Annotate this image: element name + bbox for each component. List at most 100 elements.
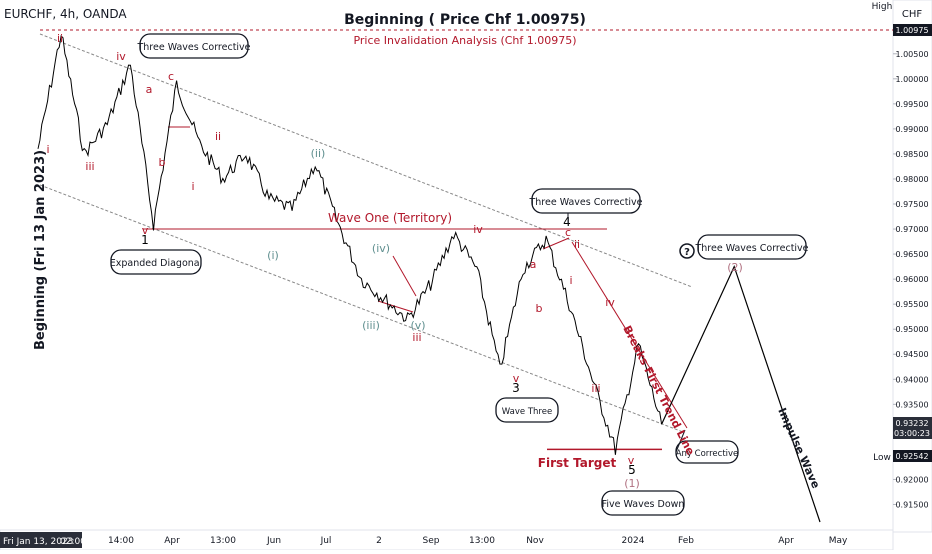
wave-label: (iv): [372, 242, 390, 255]
wave-label: v: [142, 224, 149, 237]
svg-text:?: ?: [684, 247, 690, 258]
annotation-box-label: Three Waves Corrective: [136, 42, 250, 53]
time-tick-label: 13:00: [210, 536, 236, 546]
annotation-box-frame: [601, 490, 685, 516]
annotation-box-label: Expanded Diagonal: [110, 258, 203, 269]
wave-iv-line: [392, 255, 417, 297]
annotation-box-frame: [110, 249, 202, 275]
low-price-tag: 0.92542: [893, 450, 932, 462]
wave-label: (ii): [311, 147, 326, 160]
wave-label: i: [46, 143, 49, 156]
trend-break-label: Breaks First Trend Line: [620, 323, 697, 457]
price-tick-label: 0.99500: [895, 100, 928, 109]
svg-text:03:00:23: 03:00:23: [894, 429, 930, 438]
wave-one-territory-label: Wave One (Territory): [328, 211, 452, 225]
price-tick-label: 0.94500: [895, 350, 928, 359]
price-tick-label: 0.98500: [895, 150, 928, 159]
annotation-box-label: Three Waves Corrective: [528, 197, 642, 208]
wave-label: a: [146, 83, 153, 96]
annotation-box-label: Any Corrective: [676, 449, 739, 459]
wave-iii-line: [377, 300, 414, 313]
time-tick-label: Apr: [164, 536, 180, 546]
price-series: [37, 34, 663, 455]
svg-text:1.00975: 1.00975: [895, 26, 928, 35]
high-price-tag: 1.00975: [893, 24, 932, 36]
wave-label: 3: [512, 381, 520, 395]
svg-text:Fri Jan 13, 2023: Fri Jan 13, 2023: [3, 537, 73, 547]
chart-title: Beginning ( Price Chf 1.00975): [344, 12, 586, 28]
time-tick-label: 2024: [622, 536, 645, 546]
side-note: Beginning (Fri 13 Jan 2023): [33, 150, 48, 350]
price-tick-label: 0.95000: [895, 325, 928, 334]
price-tick-label: 0.95500: [895, 300, 928, 309]
price-tick-label: 0.99000: [895, 125, 928, 134]
time-axis-ticks: 14:00 Apr 13:00 Jun Jul 2 Sep 13:00 Nov 2024 Feb Ap…: [108, 536, 848, 546]
wave-label: ii: [574, 238, 580, 251]
annotation-box: Five Waves Down: [601, 490, 685, 516]
annotation-box: Three Waves Corrective: [136, 33, 251, 59]
time-tick-label: Feb: [678, 536, 694, 546]
wave-label: iv: [473, 223, 483, 236]
price-tick-label: 0.96500: [895, 250, 928, 259]
wave-label: iv: [116, 50, 126, 63]
price-tick-label: 1.00500: [895, 50, 928, 59]
time-tick-label: Jul: [320, 536, 332, 546]
high-label: High: [872, 2, 893, 12]
annotation-boxes: Three Waves Corrective Expanded Diagonal T…: [110, 33, 809, 516]
current-price-tag: 0.93232 03:00:23: [893, 417, 932, 439]
svg-text:0.93232: 0.93232: [895, 419, 928, 428]
price-tick-label: 0.94000: [895, 375, 928, 384]
wave-label: iv: [605, 296, 615, 309]
wave-label: iii: [591, 382, 600, 395]
first-trend-line: [571, 241, 688, 429]
wave-label: a: [530, 258, 537, 271]
wave-label: (iii): [362, 319, 380, 332]
wave-label: ii: [215, 130, 221, 143]
start-date-tag: Fri Jan 13, 2023 02:00: [0, 532, 86, 548]
annotation-box-label: Five Waves Down: [602, 499, 685, 510]
price-tick-label: 0.93500: [895, 400, 928, 409]
wave-label: i: [569, 274, 572, 287]
svg-text:0.92542: 0.92542: [895, 452, 928, 461]
time-tick-label: May: [829, 536, 848, 546]
annotation-box-frame: [697, 234, 807, 260]
price-axis-panel[interactable]: [892, 0, 932, 533]
projection-path: [661, 264, 821, 523]
question-icon: ?: [679, 243, 695, 259]
currency-label: CHF: [902, 9, 923, 20]
price-tick-label: 0.97000: [895, 225, 928, 234]
upper-channel-line: [39, 33, 693, 288]
price-tick-label: 0.92000: [895, 475, 928, 484]
price-tick-label: 1.00000: [895, 75, 928, 84]
wave-label: ii: [57, 32, 63, 45]
wave-label: 5: [628, 463, 636, 477]
chart-subtitle: Price Invalidation Analysis (Chf 1.00975…: [353, 34, 576, 47]
annotation-box-frame: [531, 188, 641, 214]
wave-label: v: [513, 372, 520, 385]
wave-label: c: [168, 70, 174, 83]
price-tick-label: 0.97500: [895, 200, 928, 209]
annotation-box-label: Wave Three: [502, 407, 552, 417]
wave-label: 1: [141, 233, 149, 247]
wave-a-b-line: [542, 237, 570, 250]
wave-label: i: [191, 180, 194, 193]
time-tick-label: Sep: [423, 536, 440, 546]
wave-labels: iiiviiii2cabiii1v(ii)(i)(iv)(iii)(v)iiii…: [46, 32, 742, 490]
first-target-label: First Target: [538, 456, 617, 470]
low-label: Low: [873, 453, 891, 463]
time-tick-label: Nov: [526, 536, 544, 546]
wave-label: iii: [412, 331, 421, 344]
annotation-box: Three Waves Corrective: [528, 188, 643, 214]
annotation-box: Any Corrective: [675, 440, 739, 464]
wave-label: b: [536, 302, 543, 315]
wave-label: (i): [267, 249, 279, 262]
low-label-bg: [872, 451, 892, 463]
annotation-box: Three Waves Corrective: [694, 234, 809, 260]
wave-label: iii: [85, 160, 94, 173]
price-tick-label: 0.91500: [895, 500, 928, 509]
channel-lines: [39, 29, 893, 433]
wave-label: b: [159, 156, 166, 169]
wave-label: (1): [624, 477, 640, 490]
